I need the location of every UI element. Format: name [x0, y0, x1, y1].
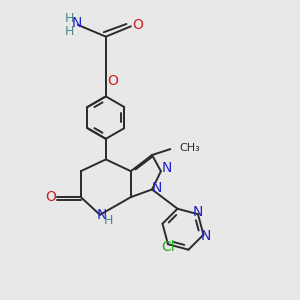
Text: N: N: [96, 208, 106, 222]
Text: Cl: Cl: [161, 240, 175, 254]
Text: N: N: [162, 161, 172, 175]
Text: N: N: [151, 181, 162, 195]
Text: H: H: [64, 25, 74, 38]
Text: N: N: [71, 16, 82, 30]
Text: H: H: [103, 214, 113, 226]
Text: O: O: [132, 18, 143, 32]
Text: O: O: [45, 190, 56, 204]
Text: N: N: [201, 229, 211, 243]
Text: O: O: [107, 74, 118, 88]
Text: N: N: [193, 205, 203, 219]
Text: CH₃: CH₃: [179, 142, 200, 153]
Text: H: H: [64, 12, 74, 25]
